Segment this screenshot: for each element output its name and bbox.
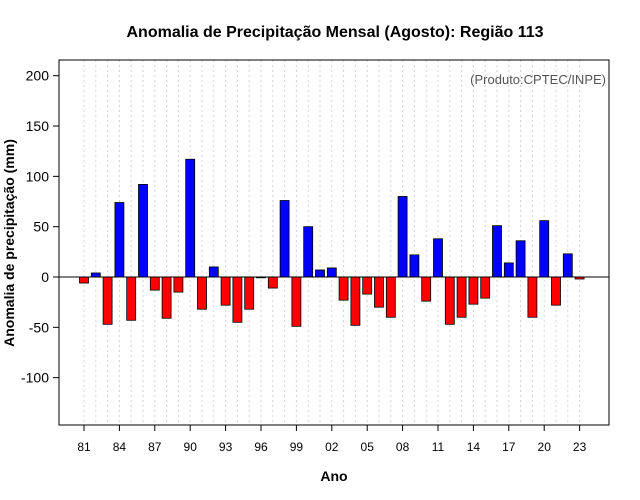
- bar-1985: [126, 276, 137, 321]
- bar-1994: [232, 276, 243, 323]
- y-axis: -100 -50 0 50 100 150 200: [21, 68, 59, 386]
- bar-1998: [279, 200, 290, 278]
- bar-2003: [338, 276, 349, 301]
- y-tick-label: 150: [26, 118, 50, 134]
- product-annotation: (Produto:CPTEC/INPE): [470, 72, 606, 87]
- bar-1993: [220, 276, 231, 306]
- bar-1984: [114, 202, 125, 278]
- x-tick-label: 96: [254, 440, 268, 454]
- bar-1986: [138, 184, 148, 278]
- bar-1997: [267, 276, 278, 289]
- x-tick-label: 20: [538, 440, 552, 454]
- y-tick-label: 50: [33, 219, 49, 235]
- bar-2020: [539, 220, 550, 278]
- bar-2001: [315, 269, 325, 278]
- bar-2007: [385, 276, 396, 318]
- bar-1992: [208, 266, 219, 278]
- bar-2021: [551, 276, 561, 306]
- bar-1991: [197, 276, 207, 310]
- bar-2004: [350, 276, 361, 326]
- bar-1989: [173, 276, 184, 293]
- bar-1990: [185, 158, 196, 278]
- x-tick-label: 14: [467, 440, 481, 454]
- bar-2022: [562, 253, 573, 278]
- bar-2009: [409, 254, 420, 278]
- bar-1995: [244, 276, 255, 310]
- x-tick-label: 87: [148, 440, 162, 454]
- y-tick-label: 200: [26, 68, 50, 84]
- x-tick-label: 02: [325, 440, 339, 454]
- bar-1988: [161, 276, 172, 319]
- bar-1999: [291, 276, 302, 327]
- y-tick-label: -100: [21, 370, 49, 386]
- x-tick-label: 93: [219, 440, 233, 454]
- x-axis: 81 84 87 90 93 96 99 02 05 08 11 14 17 20 23: [77, 425, 587, 454]
- bar-2010: [421, 276, 432, 302]
- bar-2000: [303, 226, 314, 278]
- bar-2016: [492, 225, 502, 278]
- bar-2006: [374, 276, 384, 308]
- vertical-gridlines: [83, 60, 581, 425]
- chart-title: Anomalia de Precipitação Mensal (Agosto)…: [127, 24, 544, 41]
- bar-2013: [456, 276, 467, 318]
- y-tick-label: 0: [41, 269, 49, 285]
- bar-1987: [149, 276, 160, 291]
- bar-2012: [444, 276, 455, 325]
- x-axis-label: Ano: [320, 468, 347, 484]
- bar-1982: [90, 272, 101, 278]
- y-tick-label: -50: [29, 319, 49, 335]
- bar-2015: [480, 276, 491, 299]
- x-tick-label: 05: [361, 440, 375, 454]
- x-tick-label: 90: [184, 440, 198, 454]
- x-tick-label: 17: [502, 440, 516, 454]
- bar-2005: [362, 276, 373, 295]
- bar-1981: [79, 276, 89, 284]
- y-axis-label: Anomalia de precipitação (mm): [1, 139, 17, 347]
- bar-2008: [397, 196, 408, 278]
- bar-2014: [468, 276, 479, 305]
- bar-1983: [102, 276, 113, 325]
- x-tick-label: 84: [113, 440, 127, 454]
- bar-2017: [503, 262, 514, 278]
- y-tick-label: 100: [26, 168, 50, 184]
- x-tick-label: 08: [396, 440, 410, 454]
- x-tick-label: 23: [573, 440, 587, 454]
- bar-2011: [433, 238, 443, 278]
- bars: [79, 158, 585, 327]
- plot-area-border: [58, 59, 610, 426]
- bar-2019: [527, 276, 538, 318]
- bar-2002: [326, 267, 337, 278]
- x-tick-label: 81: [77, 440, 91, 454]
- x-tick-label: 11: [432, 440, 445, 454]
- x-tick-label: 99: [290, 440, 304, 454]
- bar-2018: [515, 240, 526, 278]
